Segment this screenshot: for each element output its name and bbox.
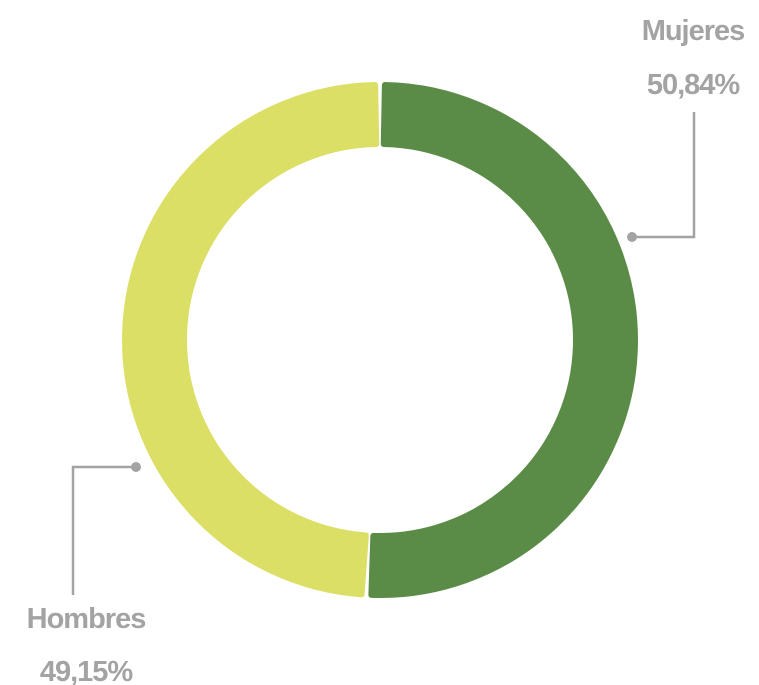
leader-dot-mujeres (627, 232, 637, 242)
slice-hombres (121, 82, 380, 598)
donut-slices (121, 82, 638, 598)
slice-mujeres (368, 82, 638, 598)
leader-dot-hombres (131, 462, 141, 472)
leader-hombres (71, 462, 141, 595)
slice-value-mujeres: 50,84% (647, 69, 741, 101)
slice-label-hombres: Hombres (27, 603, 146, 635)
leader-mujeres (627, 112, 696, 242)
slice-value-hombres: 49,15% (40, 656, 134, 685)
leader-line-hombres (71, 465, 136, 595)
leader-line-mujeres (632, 112, 696, 239)
slice-label-mujeres: Mujeres (642, 15, 745, 47)
